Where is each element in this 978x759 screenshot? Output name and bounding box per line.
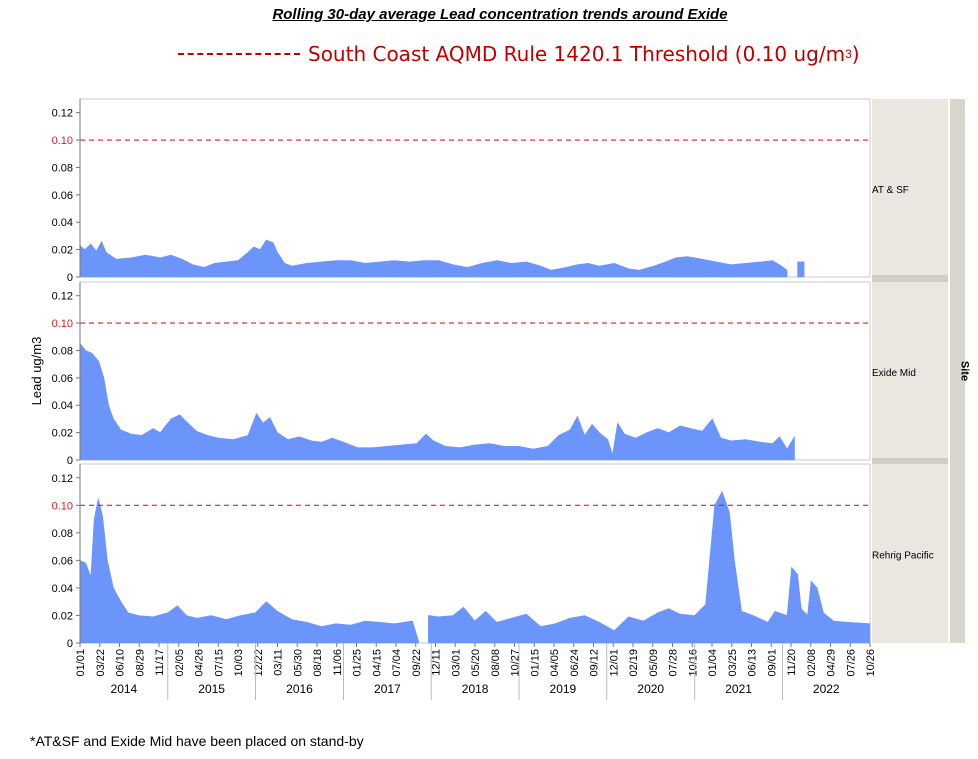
x-tick-label: 05/30 xyxy=(292,649,304,677)
x-year-label: 2022 xyxy=(813,682,840,696)
y-tick-label: 0 xyxy=(67,638,73,650)
x-tick-label: 02/08 xyxy=(806,649,818,677)
x-tick-label: 07/15 xyxy=(213,649,225,677)
y-tick-label: 0.08 xyxy=(52,528,73,540)
site-group-label: Site xyxy=(959,361,971,381)
x-tick-label: 04/15 xyxy=(371,649,383,677)
x-tick-label: 06/10 xyxy=(115,649,127,677)
y-tick-label: 0.10 xyxy=(52,318,73,330)
x-tick-label: 02/19 xyxy=(628,649,640,677)
x-tick-label: 01/15 xyxy=(529,649,541,677)
panel-label: Exide Mid xyxy=(872,368,916,379)
x-tick-label: 10/26 xyxy=(865,649,877,677)
x-tick-label: 10/27 xyxy=(510,649,522,677)
legend-threshold-superscript: 3 xyxy=(845,47,852,61)
panel-label: Rehrig Pacific xyxy=(872,551,934,562)
site-group-bar xyxy=(950,99,965,643)
x-tick-label: 01/04 xyxy=(707,649,719,677)
x-tick-label: 04/05 xyxy=(549,649,561,677)
x-year-label: 2015 xyxy=(198,682,225,696)
x-tick-label: 09/12 xyxy=(589,649,601,677)
x-tick-label: 10/03 xyxy=(233,649,245,677)
x-tick-label: 12/11 xyxy=(431,649,443,676)
y-tick-label: 0.02 xyxy=(52,428,73,440)
x-year-label: 2016 xyxy=(286,682,313,696)
series-area xyxy=(79,239,788,278)
x-year-label: 2014 xyxy=(111,682,138,696)
series-area xyxy=(79,342,795,461)
series-area xyxy=(428,490,871,644)
y-tick-label: 0 xyxy=(67,272,73,284)
y-tick-label: 0.04 xyxy=(52,217,73,229)
x-tick-label: 04/29 xyxy=(826,649,838,677)
x-tick-label: 06/24 xyxy=(569,649,581,677)
y-tick-label: 0.12 xyxy=(52,108,73,120)
panel-strip-separator xyxy=(872,458,948,466)
x-tick-label: 11/17 xyxy=(154,649,166,676)
series-area xyxy=(79,498,419,644)
x-tick-label: 11/20 xyxy=(786,649,798,676)
x-tick-label: 04/26 xyxy=(194,649,206,677)
y-tick-label: 0.06 xyxy=(52,373,73,385)
panel-label: AT & SF xyxy=(872,185,909,196)
x-year-label: 2019 xyxy=(550,682,577,696)
y-tick-label: 0.06 xyxy=(52,190,73,202)
x-tick-label: 09/01 xyxy=(766,649,778,677)
y-tick-label: 0.08 xyxy=(52,162,73,174)
x-year-label: 2017 xyxy=(374,682,401,696)
x-tick-label: 10/16 xyxy=(687,649,699,677)
chart-area: Site Lead ug/m3 AT & SF 0 0.02 0.04 0.06 0.08 0.… xyxy=(29,98,971,700)
x-tick-label: 05/09 xyxy=(648,649,660,677)
y-tick-label: 0.02 xyxy=(52,610,73,622)
x-year-label: 2020 xyxy=(637,682,664,696)
y-tick-label: 0.10 xyxy=(52,135,73,147)
x-tick-label: 02/05 xyxy=(174,649,186,677)
series-area xyxy=(797,261,805,278)
panel-strip-separator xyxy=(872,275,948,283)
x-tick-label: 03/01 xyxy=(450,649,462,677)
x-year-label: 2018 xyxy=(462,682,489,696)
panel-strip xyxy=(872,464,948,643)
x-tick-label: 05/20 xyxy=(470,649,482,677)
x-tick-label: 03/25 xyxy=(727,649,739,677)
x-tick-label: 12/22 xyxy=(253,649,265,677)
x-tick-label: 01/01 xyxy=(75,649,87,677)
panel-frame xyxy=(79,281,871,461)
x-tick-label: 09/22 xyxy=(411,649,423,677)
x-tick-label: 11/06 xyxy=(332,649,344,676)
y-tick-label: 0.12 xyxy=(52,291,73,303)
legend-threshold-close: ) xyxy=(851,42,860,66)
chart-title: Rolling 30-day average Lead concentratio… xyxy=(272,6,728,23)
x-tick-label: 07/26 xyxy=(845,649,857,677)
legend-threshold-label: South Coast AQMD Rule 1420.1 Threshold (… xyxy=(308,42,846,66)
panel-strip xyxy=(872,282,948,460)
x-tick-label: 07/28 xyxy=(668,649,680,677)
x-tick-label: 07/04 xyxy=(391,649,403,677)
y-tick-label: 0 xyxy=(67,455,73,467)
panel-frame xyxy=(79,98,871,278)
y-axis-title: Lead ug/m3 xyxy=(29,337,44,406)
x-tick-label: 03/11 xyxy=(273,649,285,676)
y-tick-label: 0.06 xyxy=(52,555,73,567)
x-tick-label: 01/25 xyxy=(352,649,364,677)
x-year-label: 2021 xyxy=(725,682,752,696)
y-tick-label: 0.04 xyxy=(52,583,73,595)
x-tick-label: 03/22 xyxy=(95,649,107,677)
x-tick-label: 08/08 xyxy=(490,649,502,677)
panel-strip xyxy=(872,99,948,277)
y-tick-label: 0.02 xyxy=(52,245,73,257)
x-tick-label: 06/13 xyxy=(747,649,759,677)
x-tick-label: 08/29 xyxy=(134,649,146,677)
legend: South Coast AQMD Rule 1420.1 Threshold (… xyxy=(178,40,860,68)
x-tick-label: 12/01 xyxy=(608,649,620,677)
y-tick-label: 0.04 xyxy=(52,400,73,412)
y-tick-label: 0.08 xyxy=(52,345,73,357)
y-tick-label: 0.12 xyxy=(52,473,73,485)
y-tick-label: 0.10 xyxy=(52,500,73,512)
footnote: *AT&SF and Exide Mid have been placed on… xyxy=(30,733,364,749)
x-tick-label: 08/18 xyxy=(312,649,324,677)
legend-threshold-line xyxy=(178,53,300,55)
